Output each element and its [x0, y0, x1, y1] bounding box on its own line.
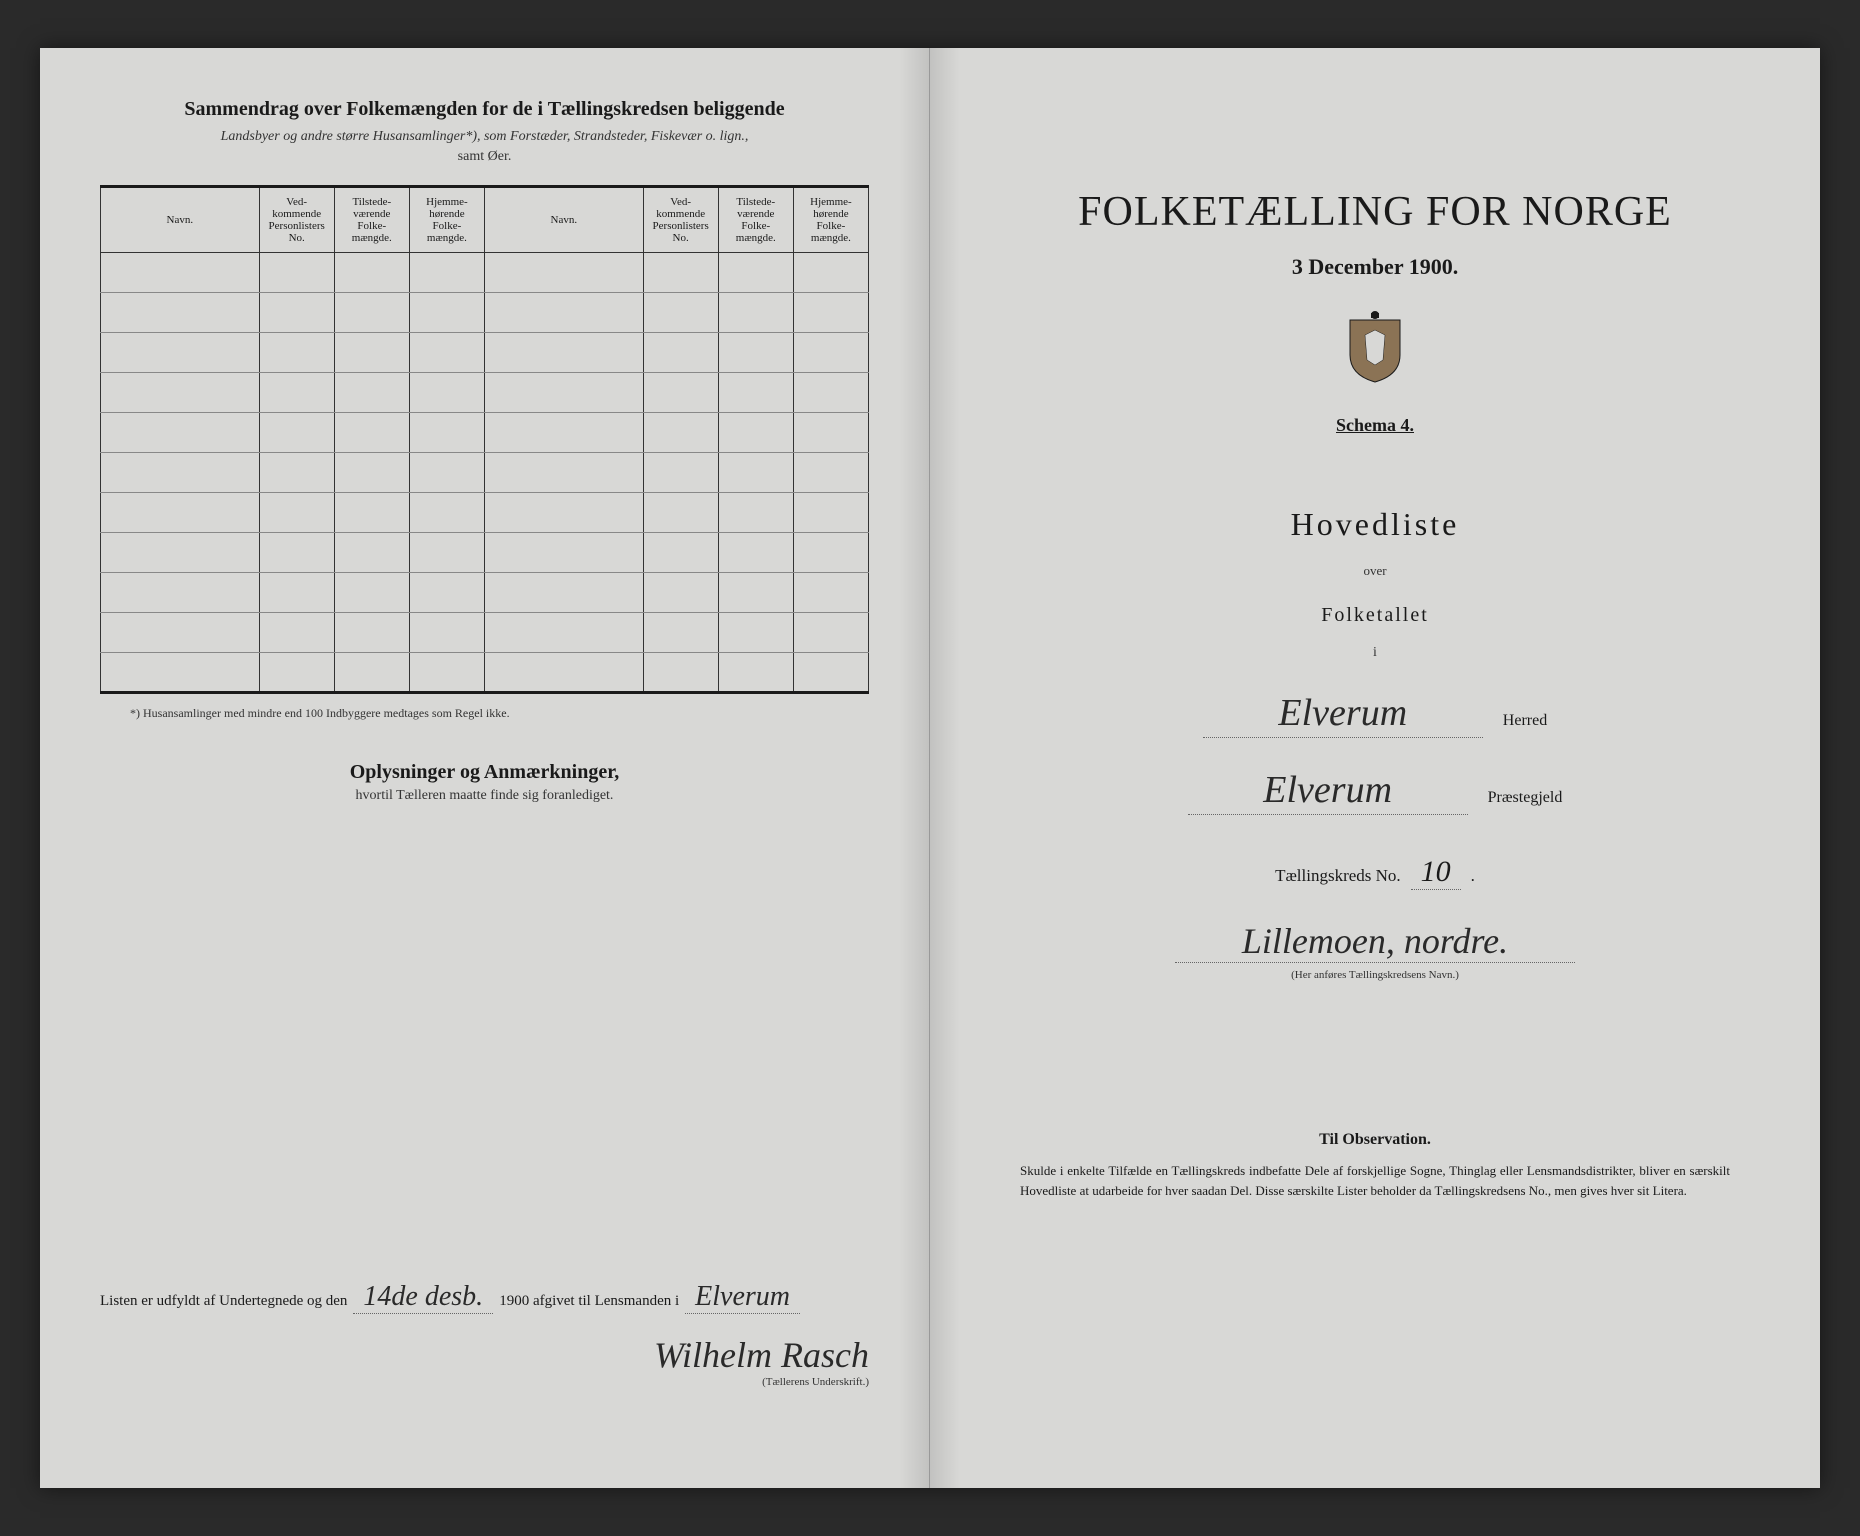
- shield-svg: [1345, 310, 1405, 385]
- signature-place: Elverum: [685, 1281, 800, 1314]
- table-row: [101, 333, 869, 373]
- main-title: FOLKETÆLLING FOR NORGE: [990, 188, 1760, 236]
- col-tilstedevaerende-2: Tilstede-værende Folke-mængde.: [718, 187, 793, 253]
- signature-section: Listen er udfyldt af Undertegnede og den…: [100, 1281, 869, 1388]
- summary-subtitle: Landsbyer og andre større Husansamlinger…: [100, 129, 869, 145]
- kreds-name-wrapper: Lillemoen, nordre.: [990, 890, 1760, 963]
- col-vedkommende-1: Ved-kommende Personlisters No.: [259, 187, 334, 253]
- praestegjeld-value: Elverum: [1188, 768, 1468, 815]
- right-page: FOLKETÆLLING FOR NORGE 3 December 1900. …: [930, 48, 1820, 1488]
- signature-text-2: 1900 afgivet til Lensmanden i: [499, 1293, 679, 1310]
- table-row: [101, 413, 869, 453]
- col-hjemmehoerende-2: Hjemme-hørende Folke-mængde.: [793, 187, 868, 253]
- kreds-period: .: [1471, 866, 1475, 886]
- kreds-caption: (Her anføres Tællingskredsens Navn.): [990, 969, 1760, 981]
- spine-shadow-left: [899, 48, 929, 1488]
- table-header-row: Navn. Ved-kommende Personlisters No. Til…: [101, 187, 869, 253]
- kreds-label: Tællingskreds No.: [1275, 866, 1401, 886]
- praestegjeld-label: Præstegjeld: [1488, 789, 1563, 807]
- col-vedkommende-2: Ved-kommende Personlisters No.: [643, 187, 718, 253]
- table-row: [101, 653, 869, 693]
- col-tilstedevaerende-1: Tilstede-værende Folke-mængde.: [334, 187, 409, 253]
- signature-name-wrapper: Wilhelm Rasch: [100, 1334, 869, 1376]
- remarks-title: Oplysninger og Anmærkninger,: [100, 761, 869, 784]
- table-row: [101, 253, 869, 293]
- summary-subtitle-2: samt Øer.: [100, 149, 869, 165]
- table-row: [101, 493, 869, 533]
- herred-value: Elverum: [1203, 691, 1483, 738]
- table-row: [101, 573, 869, 613]
- observation-title: Til Observation.: [990, 1131, 1760, 1149]
- census-document: Sammendrag over Folkemængden for de i Tæ…: [40, 48, 1820, 1488]
- kreds-name: Lillemoen, nordre.: [1175, 920, 1575, 963]
- census-summary-table: Navn. Ved-kommende Personlisters No. Til…: [100, 185, 869, 694]
- herred-row: Elverum Herred: [990, 691, 1760, 738]
- signature-text-1: Listen er udfyldt af Undertegnede og den: [100, 1293, 347, 1310]
- col-navn-2: Navn.: [484, 187, 643, 253]
- kreds-number: 10: [1411, 855, 1461, 890]
- over-label: over: [990, 563, 1760, 579]
- table-row: [101, 293, 869, 333]
- signature-line: Listen er udfyldt af Undertegnede og den…: [100, 1281, 869, 1314]
- observation-text: Skulde i enkelte Tilfælde en Tællingskre…: [990, 1161, 1760, 1200]
- i-label: i: [990, 645, 1760, 661]
- schema-label: Schema 4.: [990, 415, 1760, 436]
- signature-caption: (Tællerens Underskrift.): [100, 1376, 869, 1388]
- table-row: [101, 533, 869, 573]
- praestegjeld-row: Elverum Præstegjeld: [990, 768, 1760, 815]
- folketallet-label: Folketallet: [990, 604, 1760, 627]
- col-hjemmehoerende-1: Hjemme-hørende Folke-mængde.: [409, 187, 484, 253]
- left-page: Sammendrag over Folkemængden for de i Tæ…: [40, 48, 930, 1488]
- summary-title: Sammendrag over Folkemængden for de i Tæ…: [100, 98, 869, 121]
- col-navn-1: Navn.: [101, 187, 260, 253]
- table-footnote: *) Husansamlinger med mindre end 100 Ind…: [100, 706, 869, 721]
- remarks-subtitle: hvortil Tælleren maatte finde sig foranl…: [100, 788, 869, 804]
- signature-name: Wilhelm Rasch: [654, 1335, 869, 1375]
- table-row: [101, 373, 869, 413]
- date-line: 3 December 1900.: [990, 254, 1760, 280]
- coat-of-arms-icon: [1345, 310, 1405, 385]
- hovedliste-heading: Hovedliste: [990, 506, 1760, 543]
- table-row: [101, 453, 869, 493]
- herred-label: Herred: [1503, 712, 1547, 730]
- table-row: [101, 613, 869, 653]
- kreds-row: Tællingskreds No. 10 .: [990, 855, 1760, 890]
- spine-shadow-right: [930, 48, 960, 1488]
- signature-date: 14de desb.: [353, 1281, 493, 1314]
